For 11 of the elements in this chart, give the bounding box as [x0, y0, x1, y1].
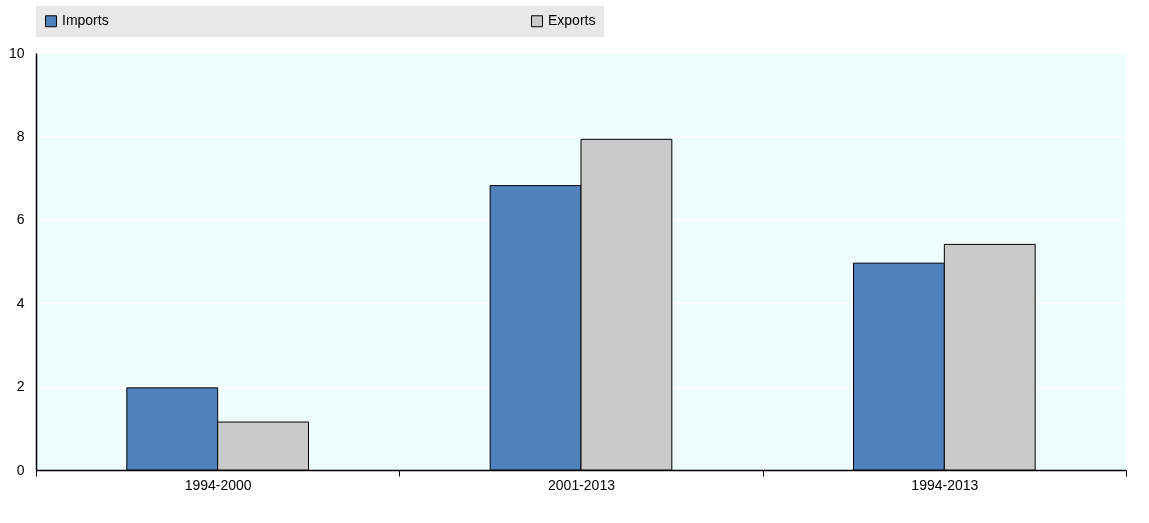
x-tick-label: 1994-2000: [184, 476, 252, 493]
y-tick-label: 4: [16, 294, 25, 311]
y-tick-label: 10: [8, 44, 25, 61]
y-tick-label: 6: [16, 211, 25, 228]
y-tick-label: 8: [16, 127, 25, 144]
y-tick-label: 2: [16, 378, 25, 395]
x-tick-label: 2001-2013: [548, 476, 616, 493]
y-tick-label: 0: [16, 461, 25, 478]
legend-label: Exports: [548, 12, 596, 29]
legend-label: Imports: [62, 12, 109, 29]
x-tick-label: 1994-2013: [911, 476, 979, 493]
